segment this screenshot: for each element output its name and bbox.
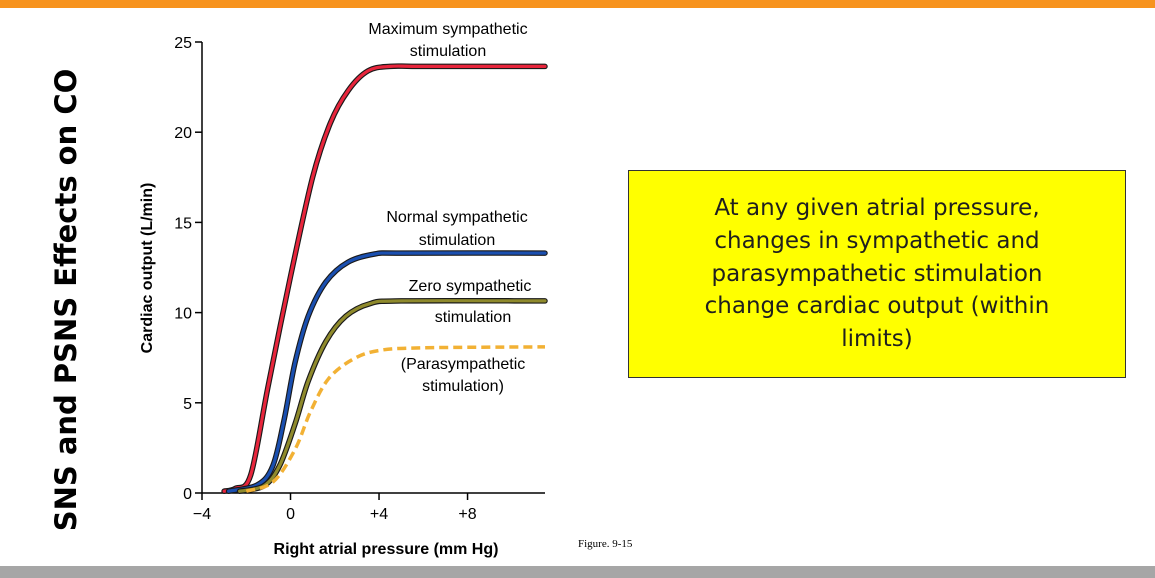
chart-annotations: Maximum sympathetic stimulation Normal sym… bbox=[368, 21, 531, 395]
x-tick-label: −4 bbox=[193, 506, 211, 523]
maximum-sympathetic-stimulation-label-line: stimulation bbox=[410, 43, 486, 60]
y-tick-label: 20 bbox=[174, 125, 192, 142]
zero-sympathetic-stimulation-line-outline bbox=[236, 297, 548, 494]
y-tick-label: 15 bbox=[174, 215, 192, 232]
y-tick-label: 25 bbox=[174, 35, 192, 52]
x-axis-title: Right atrial pressure (mm Hg) bbox=[274, 541, 499, 558]
y-tick-label: 10 bbox=[174, 306, 192, 323]
maximum-sympathetic-stimulation-line bbox=[222, 64, 547, 493]
callout-text: At any given atrial pressure, changes in… bbox=[704, 194, 1050, 353]
y-axis-title: Cardiac output (L/min) bbox=[139, 183, 156, 354]
y-tick-label: 0 bbox=[183, 486, 192, 503]
x-tick-label: +8 bbox=[458, 506, 476, 523]
normal-sympathetic-stimulation-label-line: Normal sympathetic bbox=[386, 209, 527, 226]
bottom-accent-bar bbox=[0, 566, 1155, 578]
normal-sympathetic-stimulation-label-line: stimulation bbox=[419, 232, 495, 249]
maximum-sympathetic-stimulation-label-line: Maximum sympathetic bbox=[368, 21, 527, 38]
parasympathetic-stimulation-label-line: (Parasympathetic bbox=[401, 356, 526, 373]
x-tick-label: 0 bbox=[286, 506, 295, 523]
top-accent-bar bbox=[0, 0, 1155, 8]
callout-box: At any given atrial pressure, changes in… bbox=[628, 170, 1126, 378]
zero-sympathetic-stimulation-label-line: Zero sympathetic bbox=[409, 278, 532, 295]
chart-series bbox=[221, 63, 548, 494]
zero-sympathetic-stimulation-line bbox=[238, 299, 547, 493]
figure-caption: Figure. 9-15 bbox=[578, 538, 633, 550]
parasympathetic-stimulation-label-line: stimulation) bbox=[422, 378, 504, 395]
normal-sympathetic-stimulation-line bbox=[227, 251, 547, 493]
zero-sympathetic-stimulation-label-line: stimulation bbox=[435, 309, 511, 326]
y-tick-label: 5 bbox=[183, 396, 192, 413]
x-tick-label: +4 bbox=[370, 506, 388, 523]
